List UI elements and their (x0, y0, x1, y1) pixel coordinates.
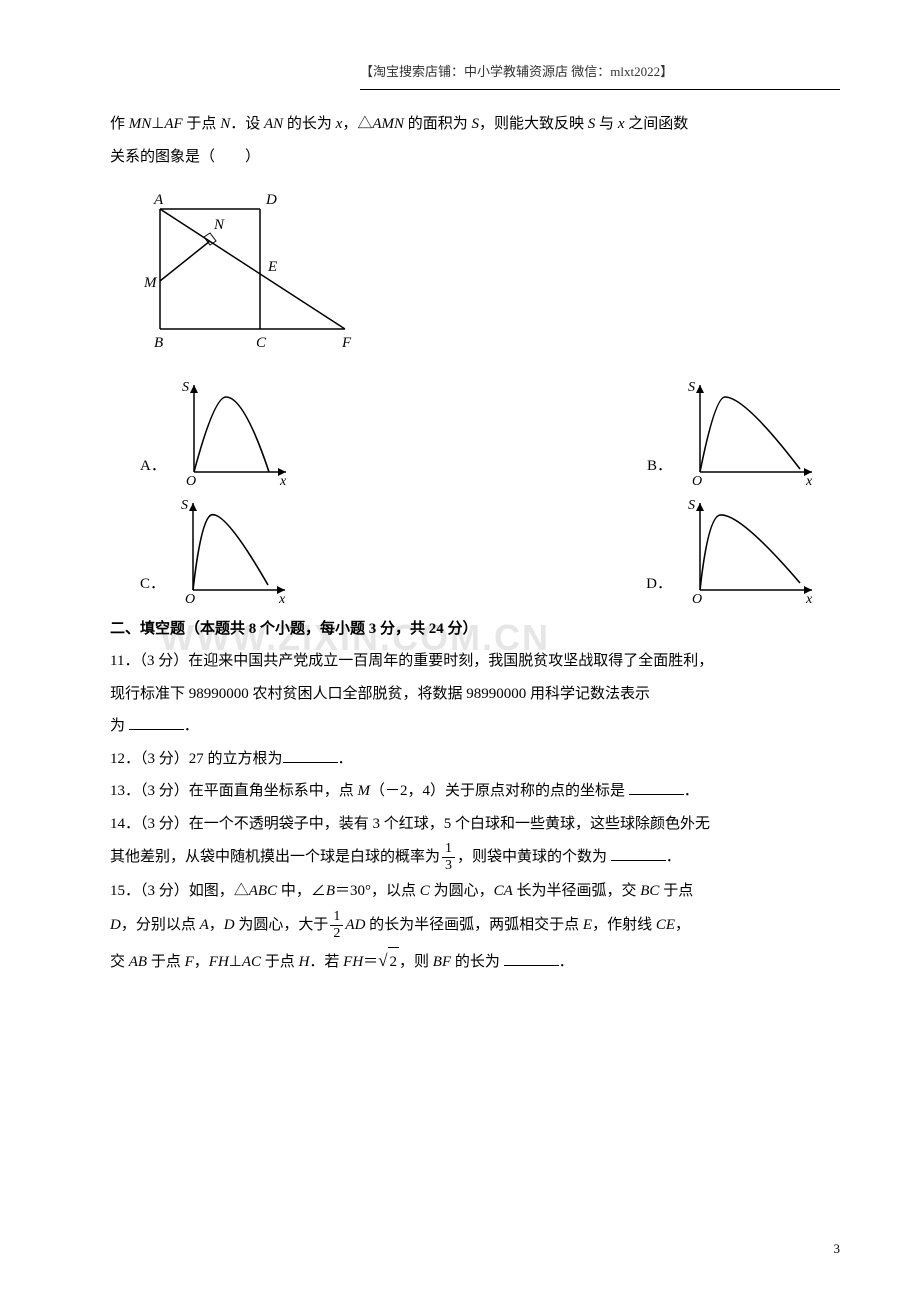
svg-text:x: x (805, 592, 813, 605)
choice-A-label: A． (140, 452, 166, 487)
q11-line1: 11．（3 分）在迎来中国共产党成立一百周年的重要时刻，我国脱贫攻坚战取得了全面… (110, 647, 840, 676)
q11-line2: 现行标准下 98990000 农村贫困人口全部脱贫，将数据 98990000 用… (110, 680, 840, 709)
svg-text:B: B (154, 335, 163, 351)
section2-title: 二、填空题（本题共 8 个小题，每小题 3 分，共 24 分） (110, 615, 840, 644)
q15-blank (504, 951, 559, 966)
q14-line2: 其他差别，从袋中随机摸出一个球是白球的概率为13，则袋中黄球的个数为 ． (110, 842, 840, 873)
q14-frac: 13 (442, 842, 455, 873)
svg-text:O: O (692, 474, 702, 487)
choice-C-graph: S O x (173, 495, 293, 605)
choice-C: C． S O x (140, 495, 293, 605)
geom-svg: A D E N M B C F (140, 179, 360, 354)
q12: 12．（3 分）27 的立方根为． (110, 745, 840, 774)
choice-D-label: D． (646, 570, 672, 605)
choice-B: B． S O x (647, 377, 820, 487)
page: 【淘宝搜索店铺：中小学教辅资源店 微信：mlxt2022】 WWW.ZIXIN.… (0, 0, 920, 1302)
q15-sqrt: √2 (378, 945, 399, 977)
q12-blank (283, 748, 338, 763)
q15-line3: 交 AB 于点 F，FH⊥AC 于点 H．若 FH＝√2，则 BF 的长为 ． (110, 945, 840, 977)
q15-frac: 12 (330, 910, 343, 941)
choice-B-label: B． (647, 452, 672, 487)
header-rule (360, 89, 840, 90)
svg-text:D: D (265, 192, 277, 208)
q15-line2: D，分别以点 A，D 为圆心，大于12AD 的长为半径画弧，两弧相交于点 E，作… (110, 910, 840, 941)
svg-text:A: A (153, 192, 164, 208)
q14-blank (611, 846, 666, 861)
svg-text:O: O (186, 474, 196, 487)
svg-text:x: x (805, 474, 813, 487)
choice-A-graph: S O x (174, 377, 294, 487)
svg-text:M: M (143, 275, 158, 291)
choice-A: A． S O x (140, 377, 294, 487)
choice-C-label: C． (140, 570, 165, 605)
q10-geom-figure: A D E N M B C F (140, 179, 840, 365)
choice-D: D． S O x (646, 495, 820, 605)
svg-text:O: O (185, 592, 195, 605)
choice-B-graph: S O x (680, 377, 820, 487)
svg-text:S: S (182, 380, 189, 395)
header-text: 【淘宝搜索店铺：中小学教辅资源店 微信：mlxt2022】 (360, 64, 673, 79)
choices-row-2: C． S O x D． (140, 495, 820, 605)
q13: 13．（3 分）在平面直角坐标系中，点 M（－2，4）关于原点对称的点的坐标是 … (110, 777, 840, 806)
svg-text:x: x (279, 474, 287, 487)
svg-text:C: C (256, 335, 267, 351)
q10-line2: 关系的图象是（ ） (110, 143, 840, 172)
page-number: 3 (834, 1237, 841, 1262)
choices-row-1: A． S O x B． (140, 377, 820, 487)
header-block: 【淘宝搜索店铺：中小学教辅资源店 微信：mlxt2022】 (360, 60, 840, 90)
content: 作 MN⊥AF 于点 N．设 AN 的长为 x，△AMN 的面积为 S，则能大致… (110, 110, 840, 977)
svg-text:S: S (688, 498, 695, 513)
svg-text:S: S (181, 498, 188, 513)
svg-text:O: O (692, 592, 702, 605)
svg-text:F: F (341, 335, 352, 351)
q13-blank (629, 780, 684, 795)
q15-line1: 15．（3 分）如图，△ABC 中，∠B＝30°，以点 C 为圆心，CA 长为半… (110, 877, 840, 906)
svg-text:x: x (278, 592, 286, 605)
svg-text:E: E (267, 259, 277, 275)
q11-line3: 为 ． (110, 712, 840, 741)
q10-line1: 作 MN⊥AF 于点 N．设 AN 的长为 x，△AMN 的面积为 S，则能大致… (110, 110, 840, 139)
svg-text:S: S (688, 380, 695, 395)
choice-D-graph: S O x (680, 495, 820, 605)
q11-blank (129, 715, 184, 730)
svg-text:N: N (213, 217, 225, 233)
q14-line1: 14．（3 分）在一个不透明袋子中，装有 3 个红球，5 个白球和一些黄球，这些… (110, 810, 840, 839)
